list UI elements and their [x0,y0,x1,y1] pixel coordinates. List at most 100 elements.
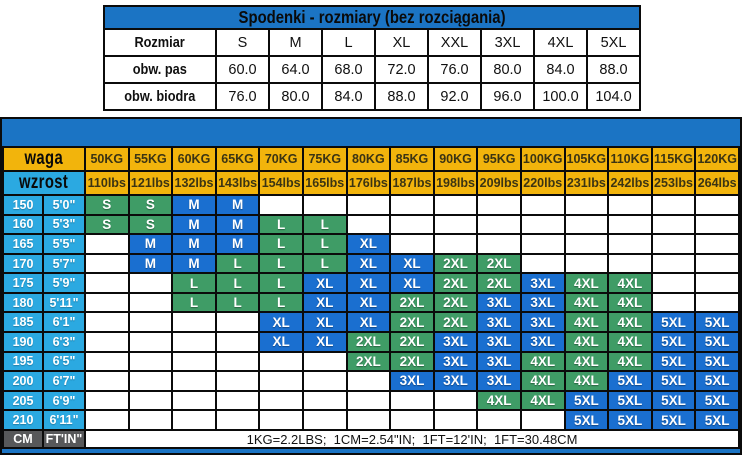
empty-cell [389,409,435,431]
size-cell: S [84,213,130,236]
empty-cell [345,370,392,392]
size-cell: XL [301,311,348,334]
size-cell: 4XL [563,370,610,392]
size-cell: L [258,233,304,255]
height-ftin-cell: 6'1" [42,311,86,334]
size-cell: 3XL [519,291,566,314]
empty-cell [84,370,130,392]
size-cell: S [127,213,174,236]
height-row: 210 6'11" 5XL 5XL 5XL 5XL [2,409,740,431]
size-cell: 2XL [476,272,522,294]
weight-kg-cell: 110KG [607,146,653,172]
empty-cell [84,331,130,353]
empty-cell [171,370,217,392]
empty-cell [345,409,392,431]
measurement-cell: 3XL [480,28,535,57]
size-cell: M [127,233,174,255]
empty-cell [476,194,522,216]
size-cell: M [171,213,217,236]
size-cell: 3XL [432,350,479,373]
empty-cell [607,252,653,275]
empty-cell [694,291,740,314]
size-cell: 5XL [607,409,653,431]
weight-kg-cell: 115KG [650,146,697,172]
size-cell: 5XL [694,331,740,353]
size-cell: 4XL [607,272,653,294]
empty-cell [432,213,479,236]
size-cell: M [171,233,217,255]
empty-cell [301,409,348,431]
size-cell: XL [345,272,392,294]
size-cell: 3XL [519,272,566,294]
weight-lbs-cell: 132lbs [171,170,217,196]
empty-cell [607,213,653,236]
weight-kg-cell: 65KG [214,146,261,172]
measurement-cell: XXL [427,28,482,57]
size-cell: 2XL [432,291,479,314]
height-row: 200 6'7" 3XL 3XL 3XL 4XL 4XL 5XL 5XL 5XL [2,370,740,392]
size-cell: 5XL [650,350,697,373]
size-cell: XL [258,331,304,353]
size-cell: 5XL [607,370,653,392]
empty-cell [650,272,697,294]
empty-cell [258,409,304,431]
empty-cell [432,233,479,255]
empty-cell [258,370,304,392]
size-cell: 4XL [563,291,610,314]
height-row: 185 6'1" XL XL XL 2XL 2XL 3XL 3XL 4XL 4XL 5XL 5XL [2,311,740,334]
height-cm-cell: 180 [2,291,44,314]
size-cell: M [171,194,217,216]
size-cell: L [301,233,348,255]
measurement-cell: 64.0 [268,55,323,84]
measurement-cell: 84.0 [321,82,376,111]
empty-cell [476,233,522,255]
size-cell: 3XL [476,370,522,392]
size-cell: 4XL [519,370,566,392]
size-cell: 5XL [694,370,740,392]
conversion-note: 1KG=2.2LBS; 1CM=2.54"IN; 1FT=12'IN; 1FT=… [84,429,740,449]
empty-cell [694,194,740,216]
table-title-text: Spodenki - rozmiary (bez rozciągania) [238,7,506,27]
size-cell: L [301,252,348,275]
size-cell: XL [301,272,348,294]
measurement-cell: 104.0 [586,82,641,111]
size-cell: L [258,272,304,294]
measurement-cell: 84.0 [533,55,588,84]
size-cell: 4XL [563,350,610,373]
empty-cell [84,409,130,431]
size-cell: S [127,194,174,216]
empty-cell [214,331,261,353]
weight-kg-cell: 100KG [519,146,566,172]
empty-cell [214,311,261,334]
size-cell: L [258,252,304,275]
measurement-cell: 76.0 [427,55,482,84]
empty-cell [84,389,130,412]
empty-cell [127,409,174,431]
empty-cell [389,233,435,255]
weight-lbs-cell: 165lbs [301,170,348,196]
weight-kg-cell: 95KG [476,146,522,172]
empty-cell [171,409,217,431]
size-cell: XL [389,252,435,275]
size-matrix-table: waga 50KG 55KG 60KG 65KG 70KG 75KG 80KG 85KG 90KG… [2,146,740,449]
empty-cell [389,194,435,216]
empty-cell [694,252,740,275]
size-cell: 2XL [389,291,435,314]
size-cell: L [258,213,304,236]
size-cell: 5XL [694,350,740,373]
empty-cell [519,213,566,236]
size-cell: 5XL [650,331,697,353]
table-title: Spodenki - rozmiary (bez rozciągania) [103,5,641,30]
size-cell: 5XL [607,389,653,412]
measurement-cell: 4XL [533,28,588,57]
height-cm-cell: 160 [2,213,44,236]
size-cell: L [171,291,217,314]
height-cm-cell: 205 [2,389,44,412]
height-cm-cell: 165 [2,233,44,255]
height-row: 160 5'3" S S M M L L [2,213,740,236]
weight-lbs-cell: 121lbs [127,170,174,196]
weight-kg-cell: 120KG [694,146,740,172]
height-cm-cell: 170 [2,252,44,275]
size-cell: XL [258,311,304,334]
empty-cell [519,233,566,255]
